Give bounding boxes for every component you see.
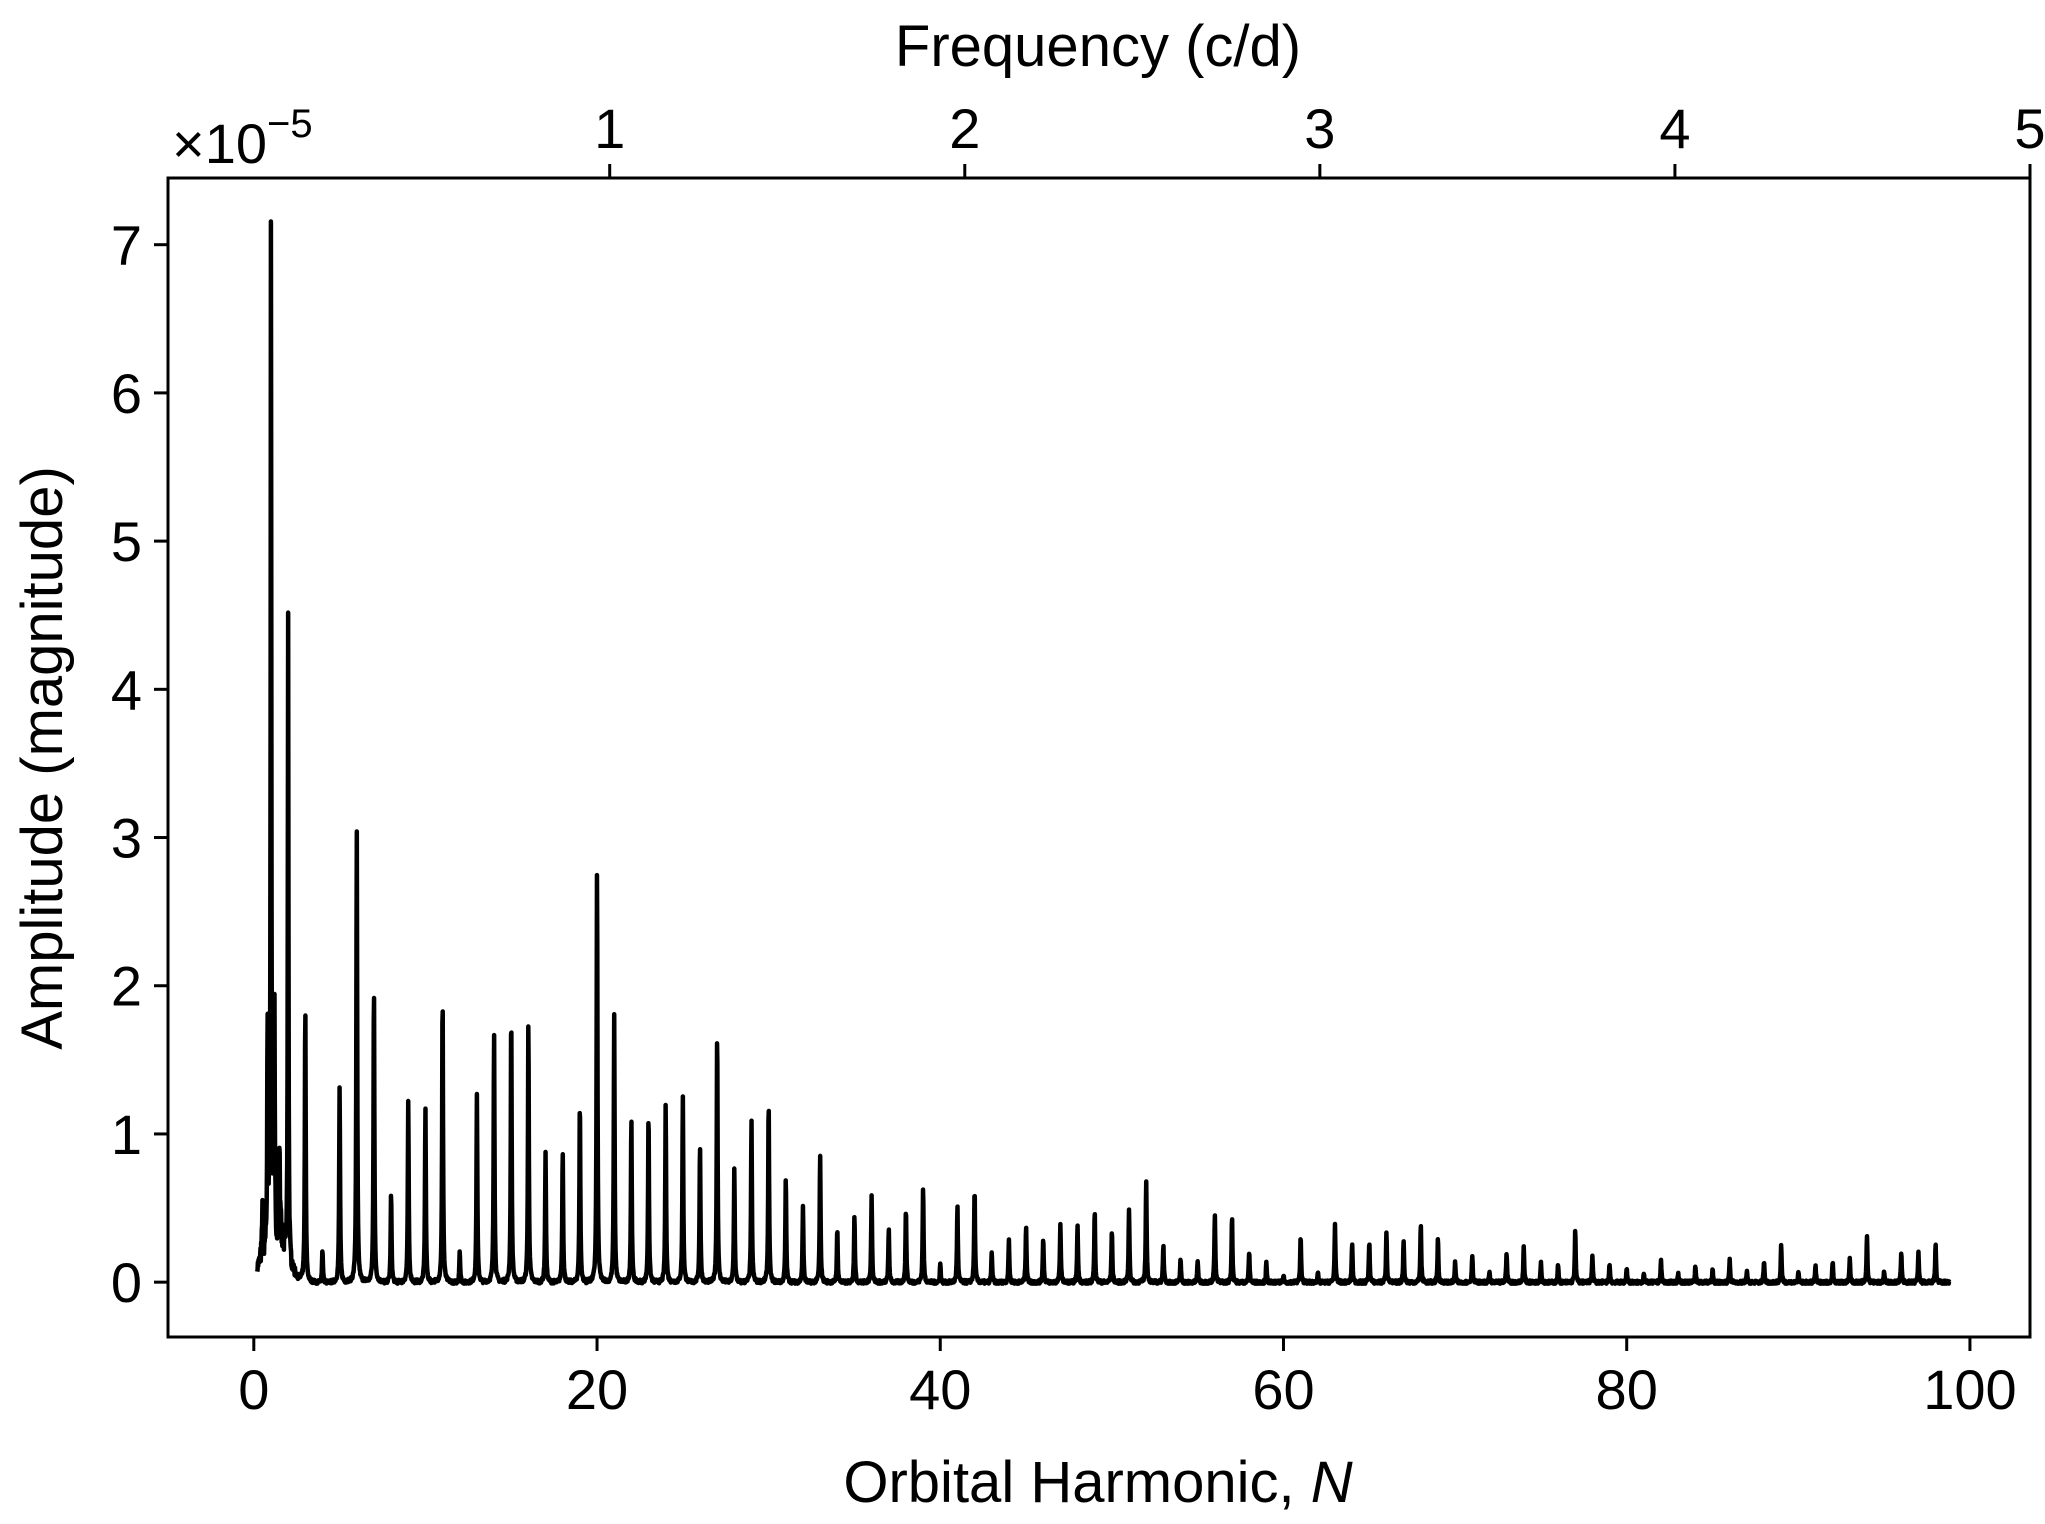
- x-axis-title: Orbital Harmonic, N: [843, 1450, 1352, 1515]
- x-tick-label: 80: [1596, 1358, 1658, 1421]
- x-tick-label: 100: [1923, 1358, 2016, 1421]
- y-axis-title: Amplitude (magnitude): [10, 466, 75, 1050]
- x-tick-label: 60: [1252, 1358, 1314, 1421]
- x-tick-label: 40: [909, 1358, 971, 1421]
- top-tick-label: 1: [594, 97, 625, 160]
- y-tick-label: 1: [111, 1103, 142, 1166]
- y-axis-ticks: 0 1 2 3 4 5 6 7: [111, 214, 168, 1314]
- y-multiplier-label: ×10−5: [172, 102, 313, 175]
- top-axis-ticks: 1 2 3 4 5: [594, 97, 2045, 178]
- y-tick-label: 7: [111, 214, 142, 277]
- top-tick-label: 4: [1659, 97, 1690, 160]
- plot-frame: [166, 176, 2032, 1339]
- top-tick-label: 2: [949, 97, 980, 160]
- y-tick-label: 5: [111, 510, 142, 573]
- spectrum-line: [255, 219, 1952, 1286]
- y-tick-label: 4: [111, 658, 142, 721]
- y-tick-label: 2: [111, 955, 142, 1018]
- top-tick-label: 3: [1304, 97, 1335, 160]
- x-tick-label: 0: [238, 1358, 269, 1421]
- x-tick-label: 20: [566, 1358, 628, 1421]
- x-axis-ticks: 0 20 40 60 80 100: [238, 1337, 2017, 1421]
- y-tick-label: 6: [111, 362, 142, 425]
- y-tick-label: 0: [111, 1251, 142, 1314]
- top-axis-title: Frequency (c/d): [895, 14, 1301, 79]
- top-tick-label: 5: [2014, 97, 2045, 160]
- y-tick-label: 3: [111, 807, 142, 870]
